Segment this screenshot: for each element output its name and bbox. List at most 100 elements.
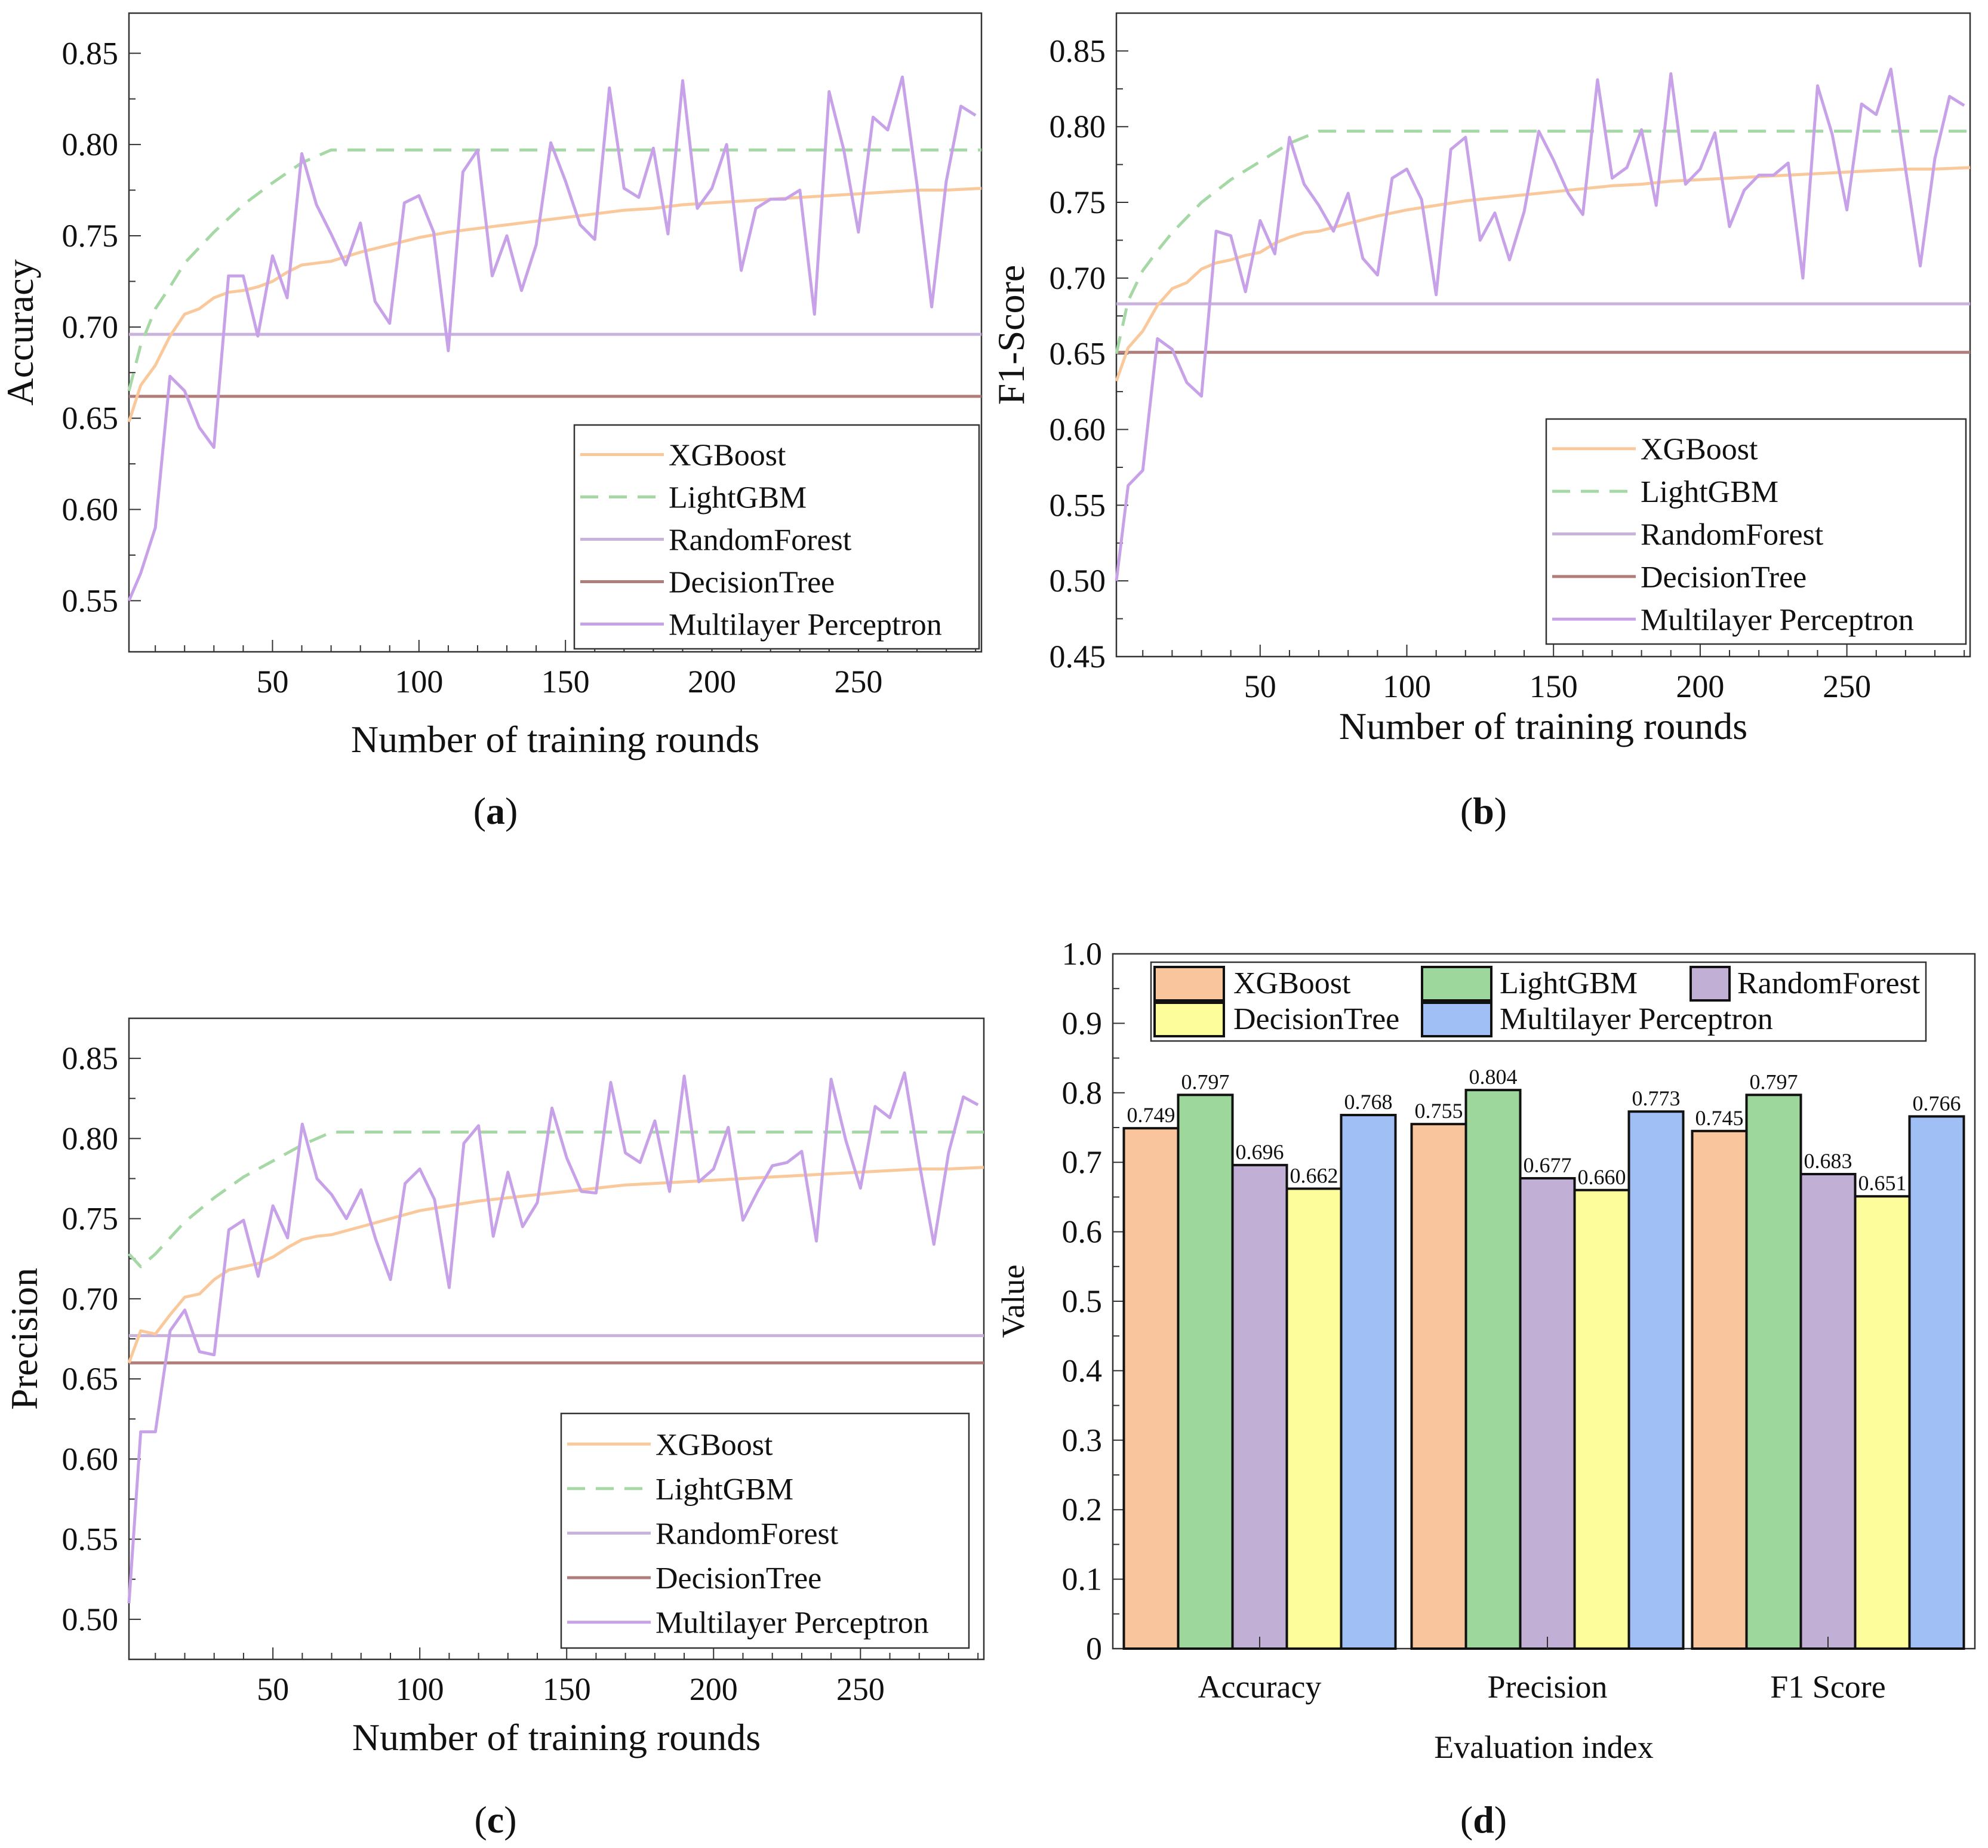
x-tick-label: 150 <box>543 1671 591 1707</box>
bar-randomforest-f1-score <box>1799 1172 1857 1650</box>
x-tick-label: Accuracy <box>1198 1669 1322 1705</box>
x-tick-label: 50 <box>1244 669 1276 704</box>
x-tick-label: 200 <box>1676 669 1724 704</box>
y-tick-label: 0.85 <box>62 1040 119 1076</box>
legend-label-xgboost: XGBoost <box>656 1428 773 1462</box>
caption-c: (c) <box>474 1798 516 1841</box>
bar-multilayer-perceptron-f1-score <box>1908 1115 1965 1650</box>
y-tick-label: 0.60 <box>62 1441 119 1477</box>
series-line-multilayer-perceptron <box>127 1071 979 1604</box>
bar-randomforest-precision <box>1519 1176 1576 1650</box>
y-tick-label: 0.75 <box>62 1201 119 1237</box>
y-tick-label: 0.65 <box>1050 336 1106 372</box>
y-tick-label: 0.50 <box>1050 563 1106 599</box>
x-axis-label: Number of training rounds <box>1339 705 1747 747</box>
bar-value-label: 0.651 <box>1858 1171 1907 1195</box>
legend-label-multilayer-perceptron: Multilayer Perceptron <box>1641 603 1914 637</box>
y-tick-label: 0.6 <box>1062 1214 1103 1250</box>
y-tick-label: 0.85 <box>62 35 119 71</box>
bar-randomforest-accuracy <box>1231 1163 1288 1650</box>
x-tick-label: 150 <box>541 664 590 700</box>
series-line-lightgbm <box>1115 130 1970 355</box>
x-tick-label: 100 <box>395 664 443 700</box>
legend-label-multilayer-perceptron: Multilayer Perceptron <box>1500 1002 1773 1036</box>
bar-value-label: 0.683 <box>1804 1149 1852 1173</box>
series-line-multilayer-perceptron <box>127 75 977 602</box>
x-tick-label: 200 <box>688 664 736 700</box>
legend-label-randomforest: RandomForest <box>1641 518 1824 552</box>
x-tick-label: 100 <box>1383 669 1431 704</box>
bar-multilayer-perceptron-accuracy <box>1340 1114 1397 1650</box>
legend-label-decisiontree: DecisionTree <box>656 1561 821 1596</box>
bar-value-label: 0.804 <box>1469 1065 1518 1089</box>
legend-label-multilayer-perceptron: Multilayer Perceptron <box>669 608 942 642</box>
bar-xgboost-f1-score <box>1691 1129 1748 1650</box>
legend-swatch-lightgbm <box>1421 966 1492 1002</box>
y-tick-label: 0.70 <box>62 1281 119 1317</box>
legend-label-decisiontree: DecisionTree <box>669 566 835 600</box>
bar-lightgbm-accuracy <box>1177 1094 1234 1650</box>
x-axis-label: Evaluation index <box>1434 1729 1653 1765</box>
bar-value-label: 0.766 <box>1913 1091 1961 1115</box>
legend-label-decisiontree: DecisionTree <box>1641 560 1807 595</box>
legend-label-randomforest: RandomForest <box>656 1517 839 1551</box>
y-tick-label: 0 <box>1086 1631 1102 1667</box>
y-tick-label: 0.55 <box>1050 487 1106 523</box>
bar-value-label: 0.660 <box>1578 1165 1626 1189</box>
y-tick-label: 0.45 <box>1050 639 1106 674</box>
series-line-lightgbm <box>128 1131 984 1268</box>
y-tick-label: 0.80 <box>1050 109 1106 144</box>
caption-b: (b) <box>1460 790 1507 832</box>
legend-box <box>573 424 980 650</box>
x-tick-label: 200 <box>690 1671 738 1707</box>
legend-label-lightgbm: LightGBM <box>1500 966 1638 1000</box>
legend-label-xgboost: XGBoost <box>1233 966 1351 1000</box>
x-axis-label: Number of training rounds <box>351 718 759 760</box>
bar-decisiontree-f1-score <box>1854 1195 1911 1650</box>
bar-value-label: 0.745 <box>1695 1106 1744 1130</box>
legend-box <box>1545 418 1967 645</box>
bar-value-label: 0.797 <box>1181 1070 1230 1094</box>
chart-panel-accuracy: 50 100 150 200 250 0.55 0.60 0.65 0.70 0.75 0.80 0.… <box>0 12 983 760</box>
caption-a: (a) <box>473 790 518 832</box>
x-tick-label: 150 <box>1530 669 1578 704</box>
legend-label-lightgbm: LightGBM <box>1641 475 1778 509</box>
y-tick-label: 0.55 <box>62 1521 119 1557</box>
bar-value-label: 0.797 <box>1750 1070 1798 1094</box>
x-axis-label: Number of training rounds <box>352 1716 761 1758</box>
legend-label-xgboost: XGBoost <box>669 439 786 473</box>
legend-swatch-multilayer-perceptron <box>1421 1002 1492 1037</box>
legend-label-randomforest: RandomForest <box>669 523 852 558</box>
x-tick-label: 250 <box>1823 669 1871 704</box>
legend-swatch-decisiontree <box>1153 1002 1225 1037</box>
legend-box <box>1150 961 1927 1042</box>
bar-value-label: 0.773 <box>1632 1086 1681 1110</box>
y-tick-label: 0.5 <box>1062 1283 1103 1319</box>
x-tick-label: 50 <box>256 664 288 700</box>
y-tick-label: 0.70 <box>1050 260 1106 296</box>
chart-panel-f1-score: 50 100 150 200 250 0.45 0.50 0.55 0.60 0.65 0.70 0.… <box>990 12 1971 747</box>
legend-box <box>560 1412 970 1649</box>
y-tick-label: 0.9 <box>1062 1005 1103 1041</box>
y-tick-label: 0.50 <box>62 1601 119 1637</box>
y-tick-label: 0.1 <box>1062 1561 1103 1597</box>
y-tick-label: 0.4 <box>1062 1353 1103 1388</box>
bar-decisiontree-precision <box>1573 1188 1630 1650</box>
y-axis-label: Accuracy <box>0 259 41 405</box>
y-axis-label: Value <box>995 1265 1031 1338</box>
legend-label-lightgbm: LightGBM <box>669 481 807 515</box>
y-tick-label: 0.70 <box>62 309 119 345</box>
bar-lightgbm-precision <box>1464 1089 1522 1650</box>
x-tick-label: 250 <box>836 1671 885 1707</box>
y-tick-label: 0.2 <box>1062 1492 1103 1527</box>
y-tick-label: 0.65 <box>62 401 119 436</box>
series-line-multilayer-perceptron <box>1115 67 1965 581</box>
y-tick-label: 0.60 <box>62 492 119 528</box>
x-tick-label: 50 <box>257 1671 289 1707</box>
legend-swatch-xgboost <box>1153 966 1225 1002</box>
series-line-xgboost <box>127 1166 984 1364</box>
bar-xgboost-precision <box>1410 1123 1467 1650</box>
y-tick-label: 0.80 <box>62 1120 119 1156</box>
legend-swatch-randomforest <box>1690 966 1731 1002</box>
